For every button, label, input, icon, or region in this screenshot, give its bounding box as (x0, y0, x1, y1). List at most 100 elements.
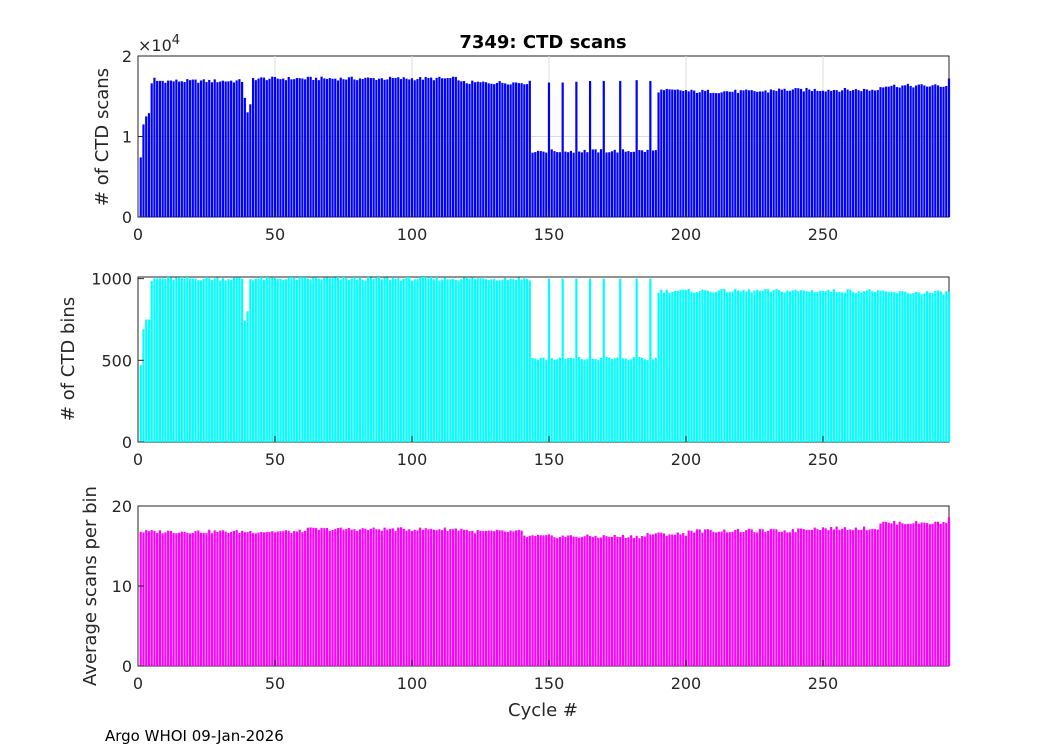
ctd-bins-bar-cycle-123 (473, 279, 477, 442)
ctd-bins-bar-cycle-289 (928, 292, 931, 442)
avg-scans-bar-cycle-244 (805, 529, 808, 666)
avg-scans-bar-cycle-97 (402, 528, 405, 666)
ctd-scans-bar-cycle-241 (797, 88, 800, 217)
avg-scans-bar-cycle-59 (298, 529, 301, 666)
ctd-scans-bar-cycle-106 (427, 77, 430, 218)
ctd-scans-bar-cycle-49 (271, 76, 274, 217)
avg-scans-bar-cycle-51 (276, 531, 279, 666)
avg-scans-bar-cycle-155 (561, 535, 564, 666)
ctd-bins-bar-cycle-199 (682, 289, 685, 442)
avg-scans-bar-cycle-81 (358, 529, 362, 666)
ctd-bins-bar-cycle-192 (662, 292, 666, 442)
avg-scans-bar-cycle-41 (249, 530, 252, 666)
ctd-bins-bar-cycle-59 (298, 277, 301, 442)
avg-scans-bar-cycle-78 (350, 529, 353, 666)
ctd-bins-bar-cycle-172 (608, 357, 611, 442)
avg-scans-bar-cycle-209 (709, 529, 712, 666)
ctd-bins-bar-cycle-286 (920, 294, 923, 442)
ctd-bins-bar-cycle-113 (446, 279, 449, 442)
avg-scans-bar-cycle-68 (323, 528, 326, 666)
ctd-scans-bar-cycle-114 (449, 78, 452, 217)
ctd-bins-bar-cycle-212 (717, 290, 720, 442)
ctd-bins-bar-cycle-71 (331, 277, 334, 442)
ctd-bins-bar-cycle-182 (635, 278, 638, 442)
avg-scans-bar-cycle-189 (654, 533, 657, 666)
avg-scans-bar-cycle-37 (238, 532, 241, 666)
avg-scans-bar-cycle-82 (361, 528, 364, 666)
avg-scans-y-tick-label-1: 10 (112, 577, 132, 596)
ctd-bins-bar-cycle-276 (893, 292, 896, 442)
ctd-scans-bar-cycle-267 (868, 90, 871, 217)
avg-scans-bar-cycle-50 (273, 532, 277, 666)
avg-scans-bar-cycle-216 (728, 532, 731, 666)
ctd-scans-y-tick-label-2: 2 (122, 47, 132, 66)
ctd-scans-bar-cycle-63 (309, 76, 312, 217)
ctd-scans-bar-cycle-265 (862, 88, 866, 217)
ctd-bins-bar-cycle-2 (142, 329, 145, 442)
avg-scans-bar-cycle-210 (712, 532, 715, 666)
ctd-scans-bar-cycle-80 (356, 80, 359, 217)
avg-scans-bar-cycle-130 (493, 531, 496, 666)
avg-scans-bar-cycle-111 (441, 530, 444, 666)
ctd-bins-bar-cycle-142 (525, 278, 529, 442)
avg-scans-bar-cycle-296 (947, 517, 951, 666)
avg-scans-bar-cycle-89 (380, 530, 383, 666)
avg-scans-bar-cycle-131 (495, 529, 499, 666)
ctd-bins-bar-cycle-251 (824, 291, 827, 442)
ctd-bins-bar-cycle-287 (923, 293, 926, 442)
ctd-scans-bar-cycle-187 (649, 80, 652, 218)
ctd-scans-bar-cycle-116 (454, 76, 457, 217)
ctd-scans-bar-cycle-19 (188, 80, 192, 217)
ctd-scans-bar-cycle-160 (575, 81, 578, 217)
avg-scans-bar-cycle-104 (421, 529, 425, 666)
ctd-bins-bar-cycle-217 (731, 291, 734, 442)
ctd-bins-bar-cycle-190 (657, 292, 660, 442)
avg-scans-bar-cycle-202 (690, 530, 693, 666)
ctd-scans-bar-cycle-269 (873, 90, 877, 217)
avg-scans-bar-cycle-157 (567, 535, 570, 666)
ctd-bins-x-tick-label-3: 150 (534, 450, 565, 469)
ctd-bins-bar-cycle-280 (904, 291, 907, 442)
ctd-scans-bar-cycle-18 (186, 79, 189, 217)
ctd-scans-bar-cycle-261 (852, 90, 855, 217)
ctd-scans-bar-cycle-100 (410, 78, 414, 217)
ctd-scans-bar-cycle-12 (169, 80, 172, 217)
ctd-scans-bar-cycle-213 (720, 92, 723, 217)
ctd-scans-bar-cycle-177 (621, 149, 625, 217)
avg-scans-bar-cycle-47 (265, 532, 268, 666)
ctd-bins-bar-cycle-120 (465, 278, 468, 442)
ctd-bins-bar-cycle-163 (583, 359, 586, 442)
avg-scans-x-tick-label-2: 100 (397, 674, 428, 693)
ctd-scans-bar-cycle-176 (619, 80, 622, 218)
avg-scans-bar-cycle-71 (331, 529, 334, 666)
avg-scans-bar-cycle-80 (356, 531, 359, 666)
avg-scans-bar-cycle-105 (424, 528, 427, 666)
ctd-scans-bar-cycle-200 (684, 90, 688, 217)
ctd-bins-bar-cycle-136 (509, 278, 512, 442)
ctd-bins-bar-cycle-89 (380, 279, 383, 442)
avg-scans-bar-cycle-123 (473, 533, 477, 666)
ctd-bins-bar-cycle-83 (364, 280, 367, 442)
avg-scans-y-tick-label-2: 20 (112, 497, 132, 516)
ctd-bins-bar-cycle-151 (550, 358, 553, 442)
ctd-scans-bar-cycle-226 (756, 91, 759, 217)
ctd-bins-bar-cycle-227 (758, 290, 762, 442)
ctd-scans-bar-cycle-1 (139, 157, 142, 217)
ctd-bins-bar-cycle-26 (208, 278, 211, 442)
ctd-bins-bar-cycle-154 (558, 357, 562, 442)
avg-scans-bar-cycle-44 (257, 532, 260, 666)
avg-scans-bar-cycle-148 (542, 535, 545, 666)
ctd-bins-bar-cycle-254 (832, 289, 836, 442)
ctd-scans-bar-cycle-230 (767, 92, 770, 217)
ctd-bins-bar-cycle-108 (432, 279, 435, 442)
avg-scans-bar-cycle-79 (353, 529, 356, 666)
avg-scans-bar-cycle-191 (660, 532, 663, 666)
ctd-scans-bar-cycle-171 (605, 152, 608, 217)
avg-scans-bar-cycle-173 (610, 537, 614, 666)
avg-scans-bar-cycle-61 (304, 530, 307, 666)
ctd-bins-bar-cycle-166 (591, 358, 594, 442)
ctd-bins-bar-cycle-202 (690, 292, 693, 442)
ctd-scans-bar-cycle-281 (906, 83, 909, 218)
ctd-bins-bar-cycle-69 (325, 277, 329, 442)
ctd-scans-exponent: ×104 (138, 33, 180, 55)
